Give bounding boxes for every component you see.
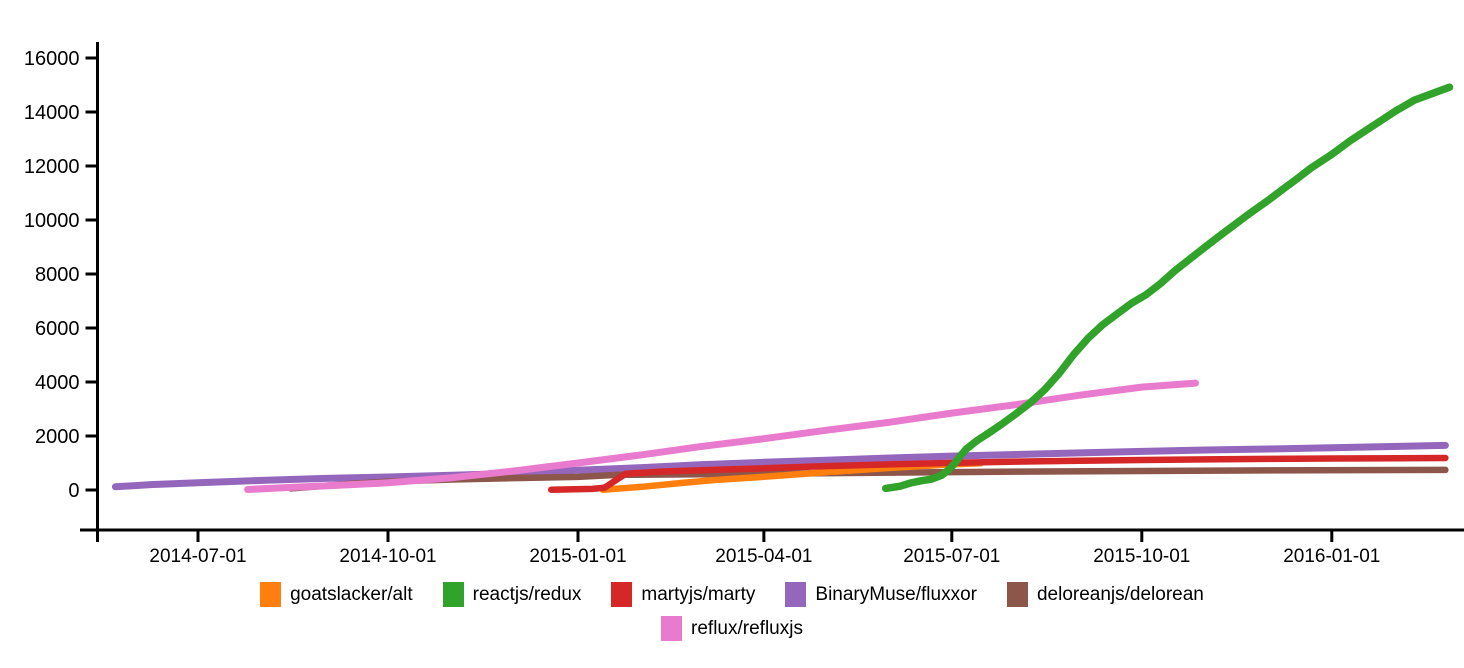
legend: goatslacker/alt reactjs/redux martyjs/mart…	[0, 582, 1464, 641]
x-axis-tick-label: 2014-10-01	[339, 546, 436, 567]
legend-item-reactjs-redux: reactjs/redux	[442, 582, 582, 607]
legend-item-deloreanjs-delorean: deloreanjs/delorean	[1006, 582, 1204, 607]
y-axis-tick-label: 6000	[35, 318, 80, 340]
series-line-binarymuse-fluxxor	[111, 441, 1449, 491]
legend-swatch	[442, 582, 464, 607]
legend-item-label: martyjs/marty	[641, 584, 756, 605]
y-axis-tick-label: 2000	[35, 426, 80, 448]
legend-item-label: BinaryMuse/fluxxor	[815, 584, 977, 605]
y-axis-tick-label: 12000	[24, 156, 80, 178]
x-axis-tick-label: 2015-07-01	[903, 546, 1000, 567]
legend-item-reflux-refluxjs: reflux/refluxjs	[661, 616, 803, 641]
legend-item-binarymuse-fluxxor: BinaryMuse/fluxxor	[785, 582, 977, 607]
x-axis-tick-label: 2015-10-01	[1093, 546, 1190, 567]
legend-item-label: deloreanjs/delorean	[1036, 584, 1204, 605]
legend-item-label: reflux/refluxjs	[691, 618, 803, 639]
x-axis-tick-label: 2015-01-01	[529, 546, 626, 567]
y-axis-tick-label: 16000	[24, 48, 80, 70]
series-line-reactjs-redux	[881, 83, 1454, 493]
legend-row: reflux/refluxjs	[661, 616, 803, 641]
legend-swatch	[785, 582, 807, 607]
x-axis-tick-label: 2014-07-01	[149, 546, 246, 567]
y-axis-tick-label: 14000	[24, 102, 80, 124]
legend-swatch	[611, 582, 633, 607]
y-axis-tick-label: 4000	[35, 372, 80, 394]
legend-item-goatslacker-alt: goatslacker/alt	[260, 582, 413, 607]
legend-item-martyjs-marty: martyjs/marty	[611, 582, 755, 607]
legend-item-label: reactjs/redux	[472, 584, 582, 605]
legend-item-label: goatslacker/alt	[290, 584, 413, 605]
legend-swatch	[1006, 582, 1028, 607]
y-axis-tick-label: 10000	[24, 210, 80, 232]
legend-row: goatslacker/alt reactjs/redux martyjs/mart…	[260, 582, 1204, 607]
y-axis-tick-label: 8000	[35, 264, 80, 286]
legend-swatch	[260, 582, 282, 607]
x-axis-tick-label: 2016-01-01	[1283, 546, 1380, 567]
y-axis-tick-label: 0	[68, 480, 79, 502]
series-line-martyjs-marty	[547, 454, 1449, 493]
legend-swatch	[661, 616, 683, 641]
x-axis-tick-label: 2015-04-01	[715, 546, 812, 567]
